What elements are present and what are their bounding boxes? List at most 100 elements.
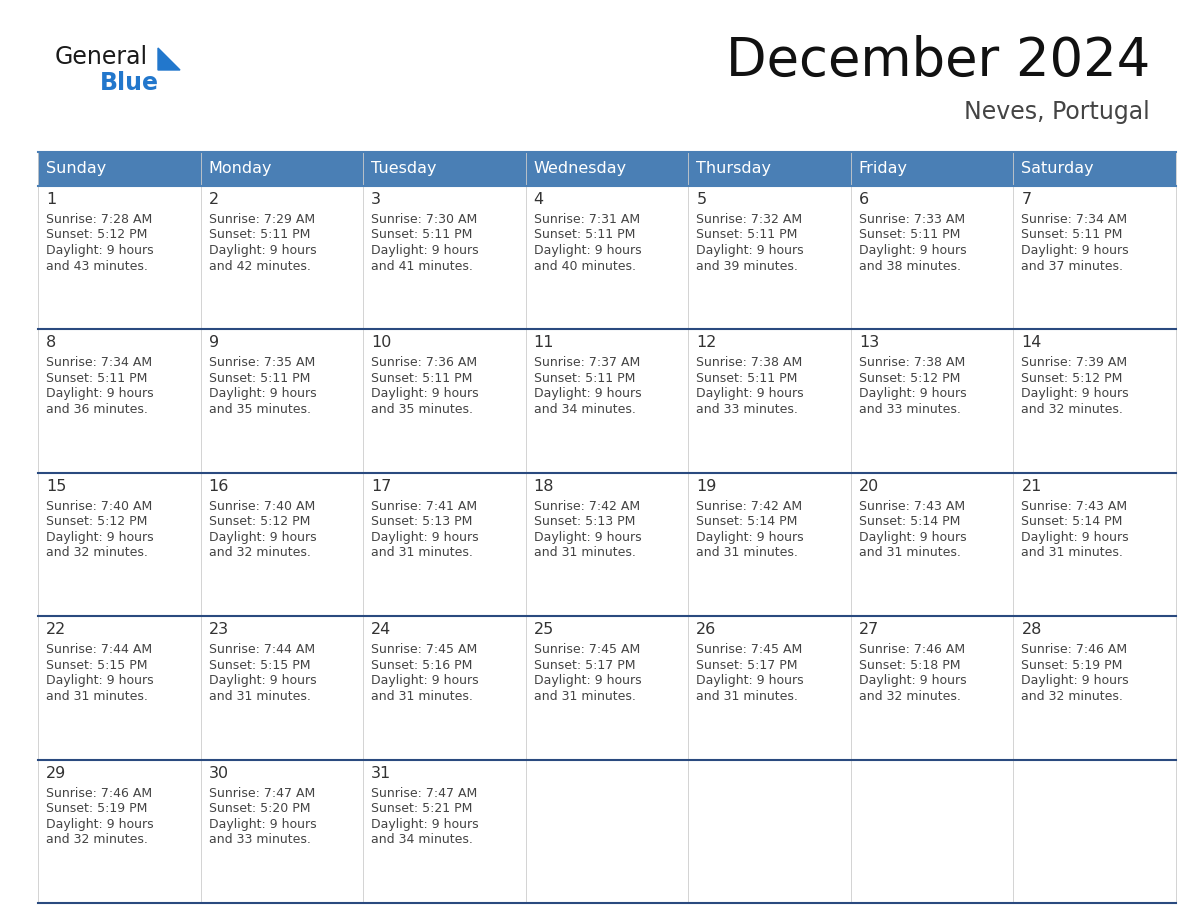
Bar [851, 759, 1013, 903]
Bar [364, 759, 526, 903]
Text: Sunset: 5:11 PM: Sunset: 5:11 PM [371, 229, 473, 241]
Text: Daylight: 9 hours: Daylight: 9 hours [533, 387, 642, 400]
Text: and 34 minutes.: and 34 minutes. [533, 403, 636, 416]
Text: Sunset: 5:12 PM: Sunset: 5:12 PM [46, 515, 147, 528]
Text: Daylight: 9 hours: Daylight: 9 hours [46, 531, 153, 543]
Bar [38, 152, 201, 186]
Text: Daylight: 9 hours: Daylight: 9 hours [209, 244, 316, 257]
Text: Sunrise: 7:29 AM: Sunrise: 7:29 AM [209, 213, 315, 226]
Text: and 33 minutes.: and 33 minutes. [209, 834, 310, 846]
Text: and 33 minutes.: and 33 minutes. [696, 403, 798, 416]
Text: and 32 minutes.: and 32 minutes. [209, 546, 310, 559]
Text: 27: 27 [859, 622, 879, 637]
Bar [1013, 473, 1176, 616]
Text: Sunset: 5:11 PM: Sunset: 5:11 PM [46, 372, 147, 385]
Text: and 31 minutes.: and 31 minutes. [696, 689, 798, 702]
Text: Sunrise: 7:36 AM: Sunrise: 7:36 AM [371, 356, 478, 369]
Text: Sunrise: 7:33 AM: Sunrise: 7:33 AM [859, 213, 965, 226]
Text: 23: 23 [209, 622, 229, 637]
Text: 5: 5 [696, 192, 707, 207]
Text: Daylight: 9 hours: Daylight: 9 hours [859, 531, 967, 543]
Text: Sunrise: 7:40 AM: Sunrise: 7:40 AM [46, 499, 152, 513]
Text: Sunrise: 7:47 AM: Sunrise: 7:47 AM [209, 787, 315, 800]
Text: and 32 minutes.: and 32 minutes. [46, 834, 147, 846]
Text: Daylight: 9 hours: Daylight: 9 hours [859, 244, 967, 257]
Text: Blue: Blue [100, 71, 159, 95]
Bar [201, 152, 364, 186]
Bar [526, 473, 688, 616]
Text: Sunrise: 7:34 AM: Sunrise: 7:34 AM [1022, 213, 1127, 226]
Text: Sunrise: 7:38 AM: Sunrise: 7:38 AM [859, 356, 965, 369]
Text: 10: 10 [371, 335, 392, 351]
Text: December 2024: December 2024 [726, 35, 1150, 87]
Text: and 31 minutes.: and 31 minutes. [371, 546, 473, 559]
Text: Daylight: 9 hours: Daylight: 9 hours [859, 387, 967, 400]
Text: Sunrise: 7:42 AM: Sunrise: 7:42 AM [696, 499, 802, 513]
Text: and 39 minutes.: and 39 minutes. [696, 260, 798, 273]
Text: Sunset: 5:12 PM: Sunset: 5:12 PM [46, 229, 147, 241]
Text: 19: 19 [696, 479, 716, 494]
Bar [364, 330, 526, 473]
Text: Sunset: 5:17 PM: Sunset: 5:17 PM [533, 659, 636, 672]
Text: and 31 minutes.: and 31 minutes. [46, 689, 147, 702]
Bar [201, 330, 364, 473]
Text: 2: 2 [209, 192, 219, 207]
Text: and 31 minutes.: and 31 minutes. [533, 689, 636, 702]
Text: Sunrise: 7:32 AM: Sunrise: 7:32 AM [696, 213, 802, 226]
Text: Sunrise: 7:35 AM: Sunrise: 7:35 AM [209, 356, 315, 369]
Text: and 32 minutes.: and 32 minutes. [1022, 689, 1124, 702]
Text: 6: 6 [859, 192, 868, 207]
Text: 20: 20 [859, 479, 879, 494]
Text: Sunset: 5:12 PM: Sunset: 5:12 PM [209, 515, 310, 528]
Text: and 38 minutes.: and 38 minutes. [859, 260, 961, 273]
Text: Sunset: 5:11 PM: Sunset: 5:11 PM [696, 372, 797, 385]
Text: Daylight: 9 hours: Daylight: 9 hours [46, 244, 153, 257]
Text: 3: 3 [371, 192, 381, 207]
Text: and 34 minutes.: and 34 minutes. [371, 834, 473, 846]
Bar [688, 186, 851, 330]
Text: Sunset: 5:14 PM: Sunset: 5:14 PM [1022, 515, 1123, 528]
Text: 25: 25 [533, 622, 554, 637]
Bar [38, 186, 201, 330]
Text: Sunrise: 7:34 AM: Sunrise: 7:34 AM [46, 356, 152, 369]
Bar [201, 186, 364, 330]
Text: Daylight: 9 hours: Daylight: 9 hours [533, 674, 642, 688]
Text: Sunset: 5:14 PM: Sunset: 5:14 PM [859, 515, 960, 528]
Text: Tuesday: Tuesday [371, 162, 437, 176]
Text: 12: 12 [696, 335, 716, 351]
Text: Daylight: 9 hours: Daylight: 9 hours [696, 244, 804, 257]
Text: Sunrise: 7:43 AM: Sunrise: 7:43 AM [859, 499, 965, 513]
Text: Sunset: 5:18 PM: Sunset: 5:18 PM [859, 659, 960, 672]
Text: 29: 29 [46, 766, 67, 780]
Text: Sunset: 5:15 PM: Sunset: 5:15 PM [209, 659, 310, 672]
Bar [526, 152, 688, 186]
Text: Daylight: 9 hours: Daylight: 9 hours [696, 674, 804, 688]
Text: and 35 minutes.: and 35 minutes. [371, 403, 473, 416]
Bar [851, 186, 1013, 330]
Text: Sunrise: 7:47 AM: Sunrise: 7:47 AM [371, 787, 478, 800]
Text: Sunset: 5:14 PM: Sunset: 5:14 PM [696, 515, 797, 528]
Text: Sunset: 5:12 PM: Sunset: 5:12 PM [1022, 372, 1123, 385]
Text: Daylight: 9 hours: Daylight: 9 hours [1022, 387, 1129, 400]
Bar [1013, 616, 1176, 759]
Text: Daylight: 9 hours: Daylight: 9 hours [371, 531, 479, 543]
Text: and 32 minutes.: and 32 minutes. [859, 689, 961, 702]
Bar [851, 616, 1013, 759]
Text: Sunset: 5:11 PM: Sunset: 5:11 PM [371, 372, 473, 385]
Text: Sunset: 5:11 PM: Sunset: 5:11 PM [533, 229, 636, 241]
Text: and 31 minutes.: and 31 minutes. [859, 546, 961, 559]
Text: Sunset: 5:20 PM: Sunset: 5:20 PM [209, 802, 310, 815]
Text: Sunrise: 7:28 AM: Sunrise: 7:28 AM [46, 213, 152, 226]
Bar [851, 473, 1013, 616]
Text: 26: 26 [696, 622, 716, 637]
Text: 15: 15 [46, 479, 67, 494]
Text: Sunrise: 7:46 AM: Sunrise: 7:46 AM [859, 644, 965, 656]
Text: and 41 minutes.: and 41 minutes. [371, 260, 473, 273]
Text: 1: 1 [46, 192, 56, 207]
Text: Daylight: 9 hours: Daylight: 9 hours [1022, 674, 1129, 688]
Bar [364, 186, 526, 330]
Bar [364, 616, 526, 759]
Text: Daylight: 9 hours: Daylight: 9 hours [209, 818, 316, 831]
Bar [201, 759, 364, 903]
Text: Sunrise: 7:30 AM: Sunrise: 7:30 AM [371, 213, 478, 226]
